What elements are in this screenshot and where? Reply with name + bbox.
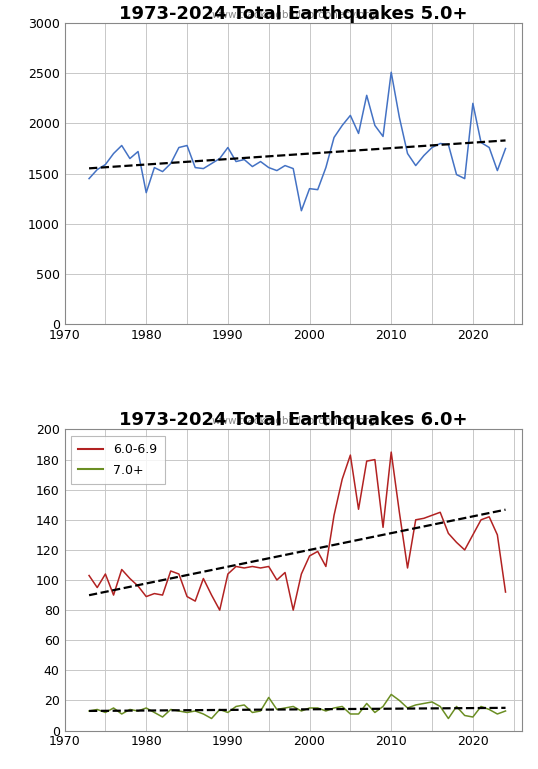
6.0-6.9 <box>216 605 223 614</box>
7.0+ <box>86 707 93 716</box>
6.0-6.9 <box>241 564 247 573</box>
6.0-6.9 <box>502 588 509 597</box>
7.0+ <box>315 704 321 713</box>
7.0+ <box>118 709 125 718</box>
Text: www.trackingbibleprophecy.org: www.trackingbibleprophecy.org <box>211 417 376 427</box>
6.0-6.9 <box>315 547 321 556</box>
Line: 6.0-6.9: 6.0-6.9 <box>89 452 506 610</box>
Line: 7.0+: 7.0+ <box>89 694 506 718</box>
7.0+ <box>290 702 296 711</box>
7.0+ <box>208 714 215 723</box>
7.0+ <box>241 701 247 710</box>
7.0+ <box>347 709 353 718</box>
6.0-6.9 <box>86 571 93 580</box>
7.0+ <box>388 690 394 699</box>
Text: www.trackingbibleprophecy.org: www.trackingbibleprophecy.org <box>211 10 376 20</box>
Title: 1973-2024 Total Earthquakes 6.0+: 1973-2024 Total Earthquakes 6.0+ <box>119 411 468 430</box>
7.0+ <box>364 699 370 708</box>
6.0-6.9 <box>388 448 394 457</box>
Legend: 6.0-6.9, 7.0+: 6.0-6.9, 7.0+ <box>71 436 165 484</box>
7.0+ <box>502 707 509 716</box>
6.0-6.9 <box>364 457 370 466</box>
6.0-6.9 <box>118 565 125 574</box>
Title: 1973-2024 Total Earthquakes 5.0+: 1973-2024 Total Earthquakes 5.0+ <box>119 5 468 23</box>
6.0-6.9 <box>290 605 296 614</box>
6.0-6.9 <box>347 451 353 460</box>
